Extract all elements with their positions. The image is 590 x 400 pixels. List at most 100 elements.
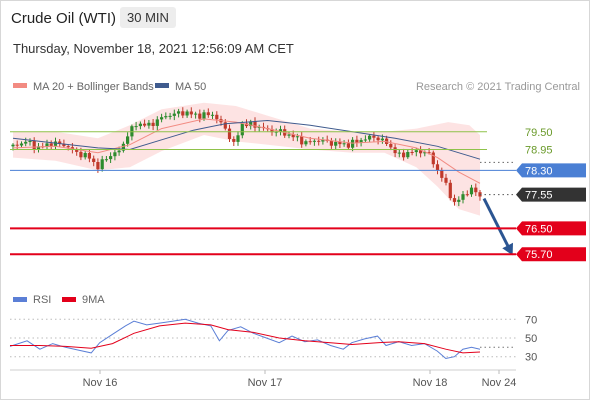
timeframe-badge[interactable]: 30 MIN	[120, 7, 176, 28]
candle-body	[28, 141, 32, 142]
candle-body	[109, 156, 113, 160]
candle-body	[368, 135, 372, 140]
rsi-tick-70: 70	[525, 314, 537, 326]
candle-body	[402, 152, 406, 158]
candle-body	[185, 111, 189, 116]
rsi-legend-label: RSI	[33, 294, 51, 306]
level-tag-bg	[516, 247, 586, 262]
candle-body	[249, 121, 253, 127]
candle-body	[376, 137, 380, 141]
candle-body	[227, 128, 232, 139]
level-label-79.50: 79.50	[525, 127, 553, 139]
candle-body	[79, 151, 83, 158]
candle-body	[240, 123, 244, 136]
candle-body	[329, 141, 333, 146]
rsi-panel: 70 50 30	[9, 314, 537, 364]
candle-body	[372, 135, 376, 138]
candle-body	[334, 141, 338, 146]
candle-body	[160, 117, 164, 120]
candle-body	[351, 139, 355, 148]
bollinger-band	[13, 102, 480, 216]
candle-body	[92, 158, 96, 162]
candle-body	[380, 138, 384, 141]
candle-body	[104, 159, 108, 161]
candle-body	[100, 159, 104, 170]
candle-body	[70, 147, 74, 150]
x-tick-label-nov-16: Nov 16	[83, 377, 118, 389]
candle-body	[346, 143, 350, 148]
candle-body	[419, 150, 423, 154]
level-label-78.30: 78.30	[525, 165, 553, 177]
candle-body	[469, 187, 474, 195]
candle-body	[181, 111, 185, 116]
level-tag-75.70: 75.70	[516, 247, 586, 262]
candle-body	[96, 162, 100, 170]
x-axis: Nov 16 Nov 17 Nov 18 Nov 24	[83, 370, 517, 389]
candle-body	[317, 140, 321, 142]
candle-body	[257, 126, 261, 128]
candle-body	[393, 147, 397, 154]
candle-body	[457, 199, 461, 202]
candle-body	[444, 177, 448, 183]
level-tag-78.30: 78.30	[516, 163, 586, 178]
candle-body	[143, 123, 147, 126]
candle-body	[215, 114, 219, 120]
candle-body	[53, 141, 58, 146]
candle-body	[45, 143, 49, 147]
candle-body	[461, 194, 465, 200]
candle-body	[121, 143, 125, 151]
instrument-title: Crude Oil (WTI)	[11, 10, 116, 27]
candle-body	[36, 146, 41, 150]
level-tag-bg	[516, 163, 586, 178]
ma50-line	[12, 119, 481, 160]
candle-body	[75, 149, 79, 152]
level-tag-77.55: 77.55	[516, 187, 586, 202]
candle-body	[435, 164, 440, 171]
candle-body	[355, 139, 359, 143]
candle-body	[147, 122, 151, 126]
candle-body	[194, 113, 198, 115]
price-chart	[11, 102, 513, 256]
candle-body	[206, 112, 210, 116]
level-tag-76.50: 76.50	[516, 221, 586, 236]
candle-body	[342, 143, 346, 145]
candle-body	[24, 141, 28, 144]
candle-body	[253, 121, 257, 128]
credit-text: Research © 2021 Trading Central	[416, 81, 580, 93]
candle-body	[198, 113, 202, 119]
level-tag-bg	[516, 221, 586, 236]
candle-body	[423, 152, 427, 154]
candle-body	[295, 136, 299, 138]
candle-body	[210, 114, 215, 116]
level-label-75.70: 75.70	[525, 249, 553, 261]
ma50-legend-swatch	[155, 83, 169, 88]
candle-body	[49, 143, 53, 146]
candle-body	[87, 153, 91, 159]
rsi-ma9-line	[10, 322, 481, 354]
candle-body	[134, 126, 138, 128]
candle-body	[83, 153, 87, 158]
candle-body	[168, 115, 172, 117]
level-label-76.50: 76.50	[525, 223, 553, 235]
candle-body	[440, 170, 444, 178]
candle-body	[202, 112, 206, 119]
candle-body	[278, 129, 283, 132]
candle-body	[172, 113, 176, 116]
candle-body	[189, 111, 193, 115]
forecast-arrow-shaft	[482, 197, 511, 249]
candle-body	[363, 139, 367, 141]
ma50-legend-label: MA 50	[175, 81, 206, 93]
ma20-line	[12, 118, 481, 184]
candle-body	[389, 144, 393, 148]
candle-body	[465, 194, 469, 196]
x-tick-label-nov-24: Nov 24	[482, 377, 517, 389]
candle-body	[397, 152, 401, 154]
candle-body	[62, 143, 66, 147]
rsi-tick-50: 50	[525, 333, 537, 345]
candle-body	[321, 139, 325, 142]
candle-body	[15, 144, 19, 146]
candle-body	[312, 140, 316, 142]
rsi-line	[9, 318, 481, 360]
ma9-legend-label: 9MA	[82, 294, 105, 306]
